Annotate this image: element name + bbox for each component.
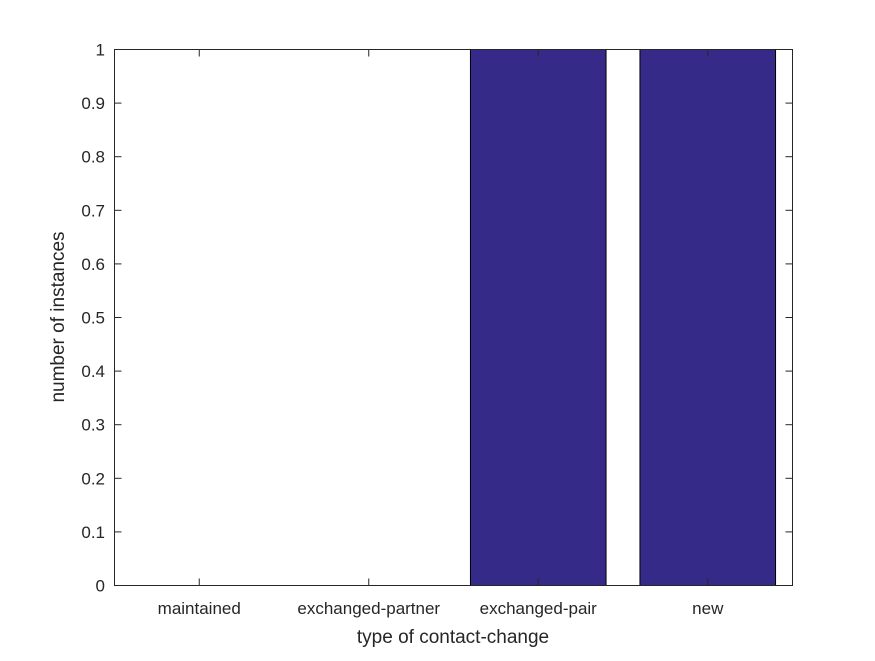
y-tick-label: 0.7 <box>81 201 105 220</box>
x-tick-label: exchanged-pair <box>480 599 598 618</box>
x-tick-label: new <box>692 599 724 618</box>
y-tick-label: 0.5 <box>81 309 105 328</box>
x-tick-label: exchanged-partner <box>297 599 440 618</box>
y-tick-label: 1 <box>96 41 105 60</box>
bar-new <box>639 49 777 586</box>
y-tick-label: 0 <box>96 577 105 596</box>
y-tick-label: 0.8 <box>81 148 105 167</box>
x-tick-label: maintained <box>158 599 241 618</box>
y-axis-label: number of instances <box>48 231 69 402</box>
y-tick-label: 0.1 <box>81 523 105 542</box>
y-tick-label: 0.6 <box>81 255 105 274</box>
bar-exchanged-pair <box>469 49 607 586</box>
y-tick-label: 0.2 <box>81 469 105 488</box>
y-tick-label: 0.9 <box>81 94 105 113</box>
y-tick-label: 0.3 <box>81 416 105 435</box>
y-tick-label: 0.4 <box>81 362 105 381</box>
x-axis-label: type of contact-change <box>357 627 549 648</box>
